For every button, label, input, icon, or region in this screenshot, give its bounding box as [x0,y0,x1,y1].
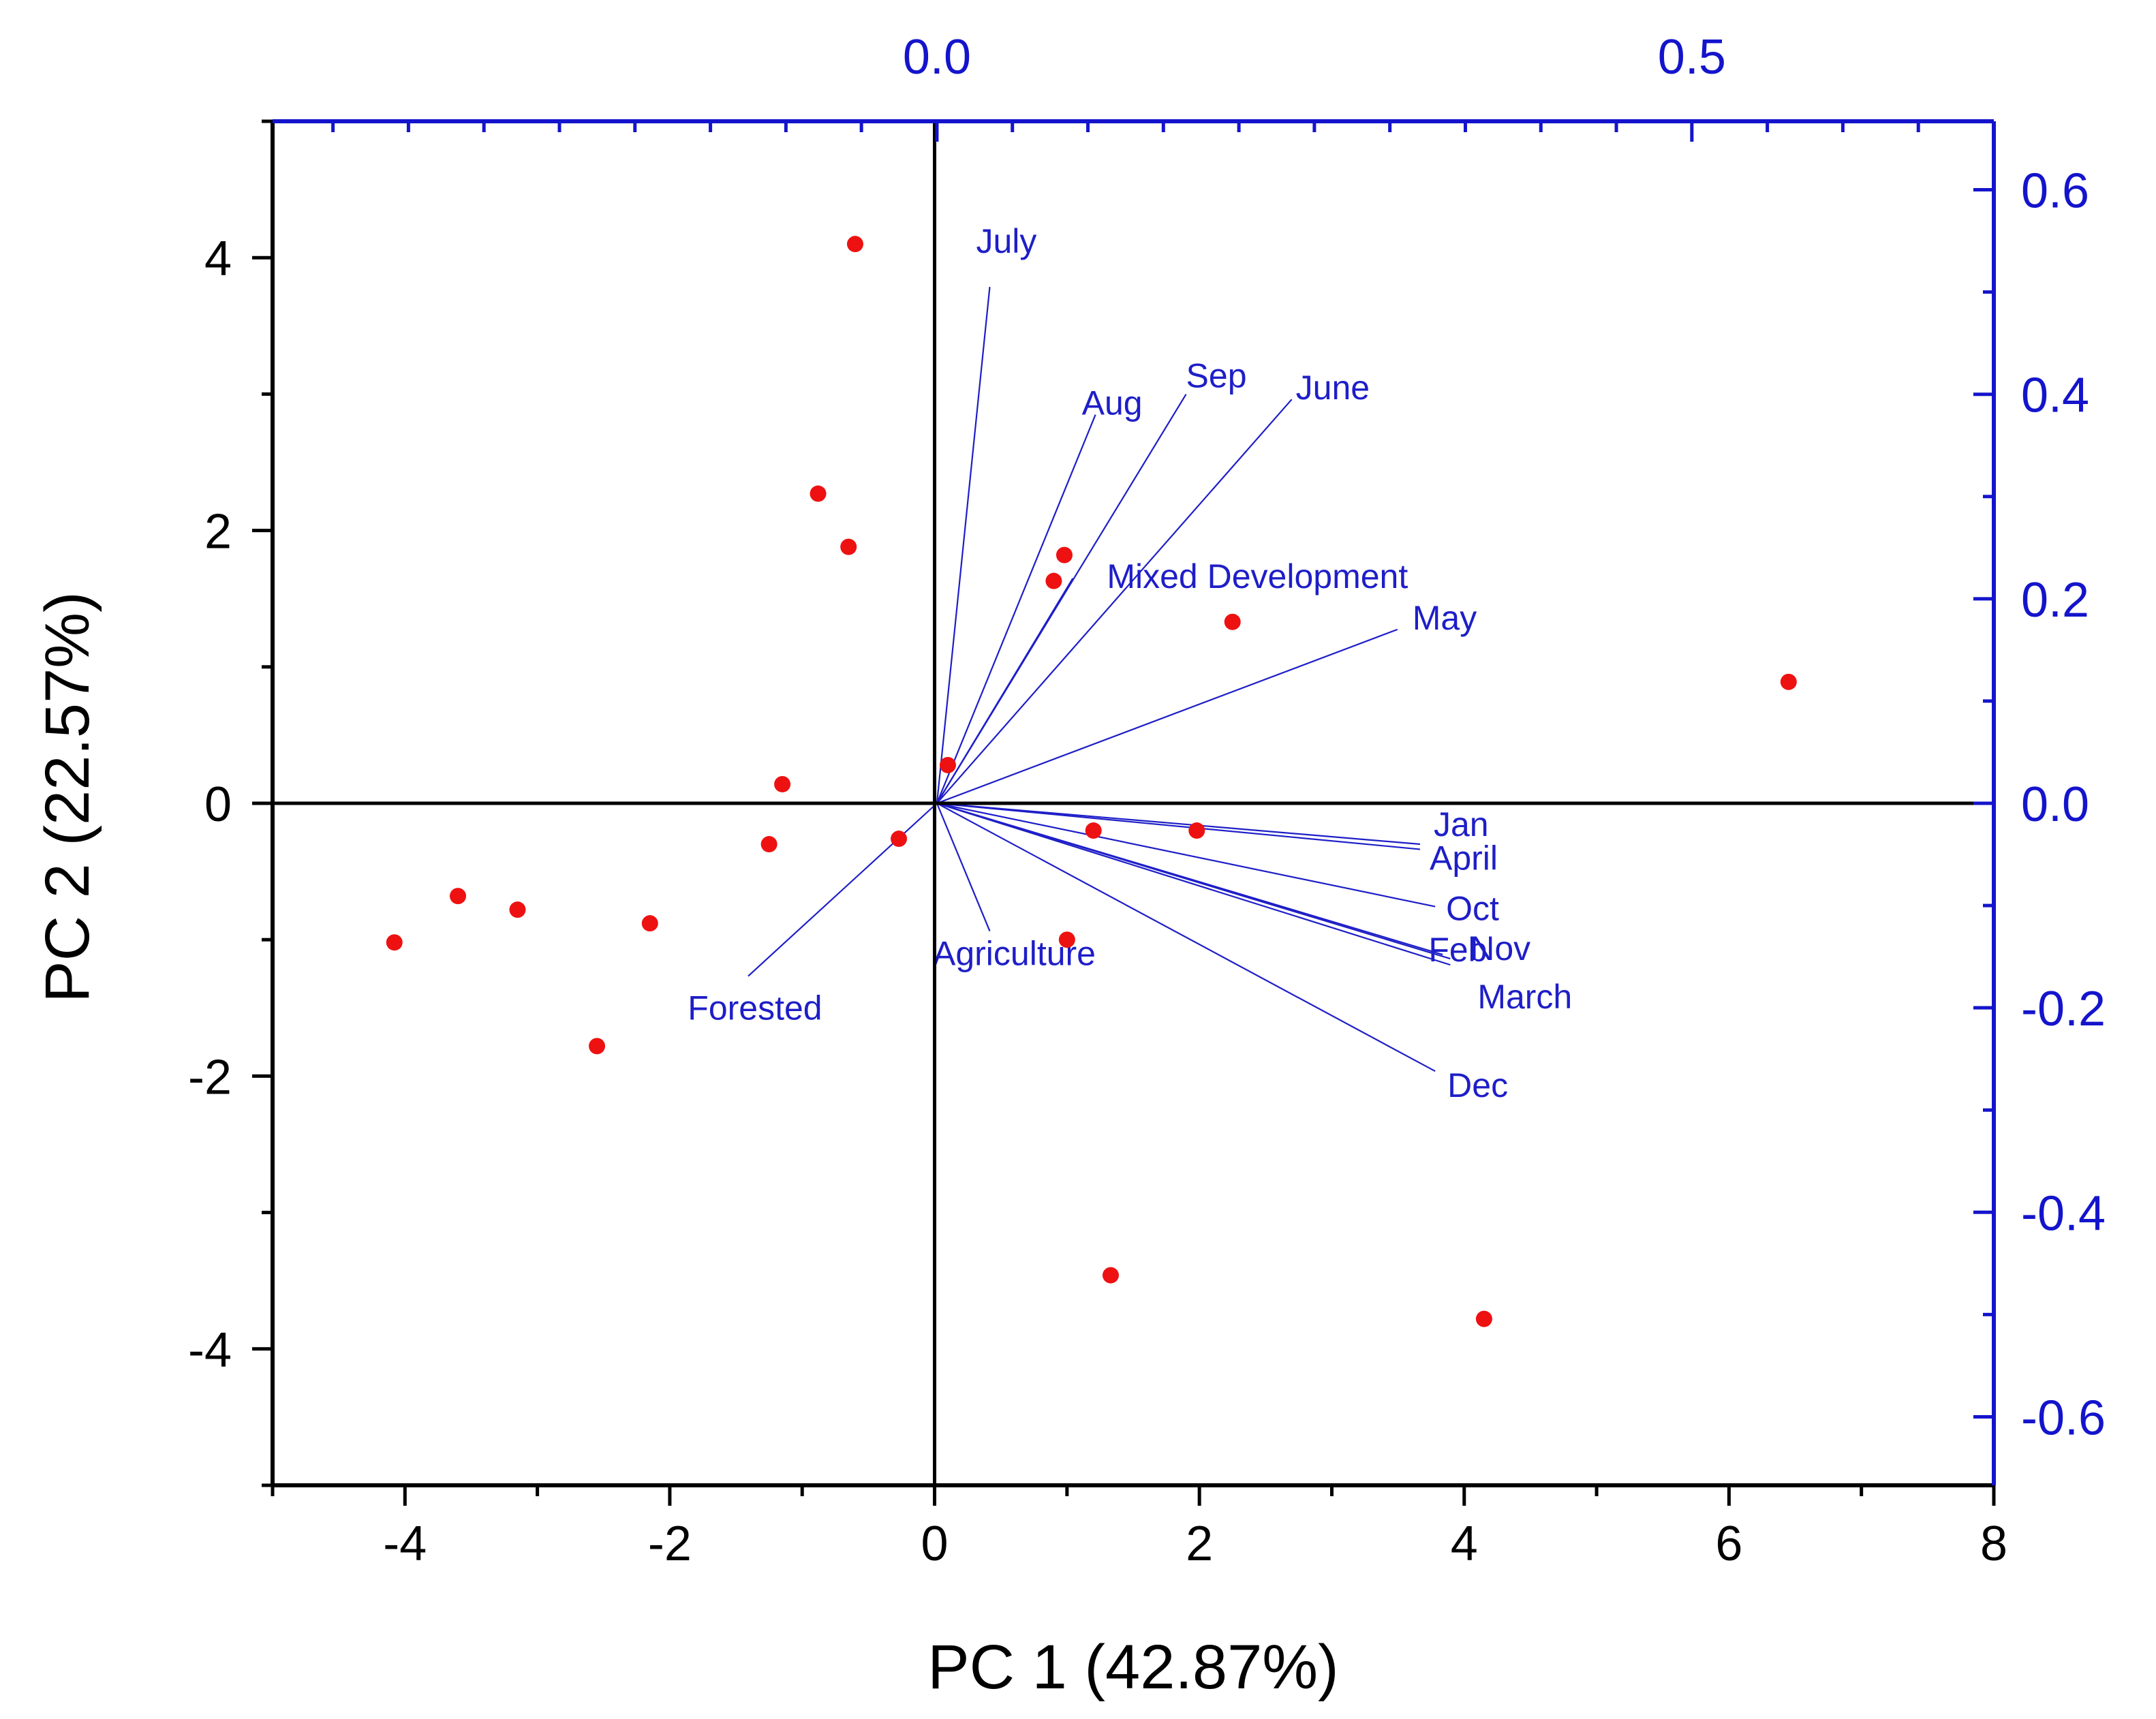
loading-vector-dec [936,803,1436,1072]
loading-vector-march [936,802,1451,966]
score-point [641,915,658,932]
score-point [509,901,526,918]
loading-label-feb: Feb [1428,931,1487,969]
score-point [386,934,403,951]
score-point [891,831,908,848]
x-tick-label: 6 [1715,1517,1742,1571]
score-layer [386,236,1797,1327]
score-point [1085,822,1102,839]
loading-vector-mixed-development [936,578,1074,804]
score-point [1045,572,1062,589]
score-point [760,836,777,853]
loading-label-oct: Oct [1446,890,1499,928]
loading-label-may: May [1413,599,1477,637]
loading-vector-aug [936,414,1096,804]
right-tick-label: -0.6 [2021,1391,2106,1445]
score-point [846,236,863,253]
score-point [1188,822,1205,839]
score-point [1056,546,1073,563]
score-point [1102,1267,1119,1284]
y-tick-label: 2 [204,505,232,559]
loading-vector-feb [936,802,1451,960]
loading-vector-april [936,802,1421,850]
loading-label-sep: Sep [1186,357,1247,395]
loading-vector-july [936,287,991,804]
loading-vector-june [936,399,1293,804]
loading-vector-forested [748,803,938,977]
bottom-ticks: -4 -2 0 2 4 6 8 [271,1485,2007,1571]
right-tick-label: 0.0 [2021,777,2089,832]
x-tick-label: -4 [383,1517,427,1571]
x-tick-label: 2 [1186,1517,1213,1571]
top-tick-label: 0.5 [1658,30,1726,84]
score-point [840,538,857,555]
score-point [810,485,827,502]
top-tick-label: 0.0 [903,30,971,84]
score-point [774,775,791,792]
loading-label-june: June [1296,369,1370,407]
zero-lines [273,121,1994,1485]
score-point [939,756,956,773]
right-tick-label: -0.4 [2021,1186,2106,1241]
x-tick-label: -2 [648,1517,692,1571]
right-tick-label: 0.4 [2021,369,2089,423]
loading-label-nov: Nov [1470,929,1530,967]
x-tick-label: 8 [1980,1517,2007,1571]
y-axis-title: PC 2 (22.57%) [33,591,102,1002]
x-tick-label: 4 [1451,1517,1478,1571]
x-axis-title: PC 1 (42.87%) [927,1632,1338,1702]
loading-label-march: March [1477,978,1572,1016]
score-point [1475,1310,1492,1327]
loading-label-april: April [1430,839,1498,878]
score-point [1058,931,1075,948]
right-tick-label: 0.2 [2021,573,2089,628]
right-ticks: 0.6 0.4 0.2 0.0 -0.2 -0.4 -0.6 [1973,164,2106,1445]
loading-vector-agriculture [936,803,991,932]
loading-label-aug: Aug [1082,384,1143,422]
loading-label-forested: Forested [688,989,822,1027]
right-tick-label: 0.6 [2021,164,2089,219]
loading-label-july: July [976,222,1037,260]
y-tick-label: -2 [188,1050,232,1104]
loading-label-mixed-development: Mixed Development [1107,557,1408,595]
right-tick-label: -0.2 [2021,982,2106,1036]
loading-vector-jan [936,802,1421,846]
score-point [589,1038,606,1055]
y-tick-label: 0 [204,777,232,832]
score-point [1224,613,1241,630]
score-point [450,888,467,905]
y-tick-label: 4 [204,232,232,286]
y-tick-label: -4 [188,1323,232,1378]
x-tick-label: 0 [921,1517,949,1571]
loading-label-jan: Jan [1434,805,1489,843]
top-ticks: 0.0 0.5 [331,30,1920,142]
loading-vector-may [936,628,1398,805]
loading-label-dec: Dec [1447,1066,1508,1104]
loading-vector-oct [936,802,1436,908]
left-ticks: -4 -2 0 2 4 [188,119,273,1487]
score-point [1780,673,1797,690]
